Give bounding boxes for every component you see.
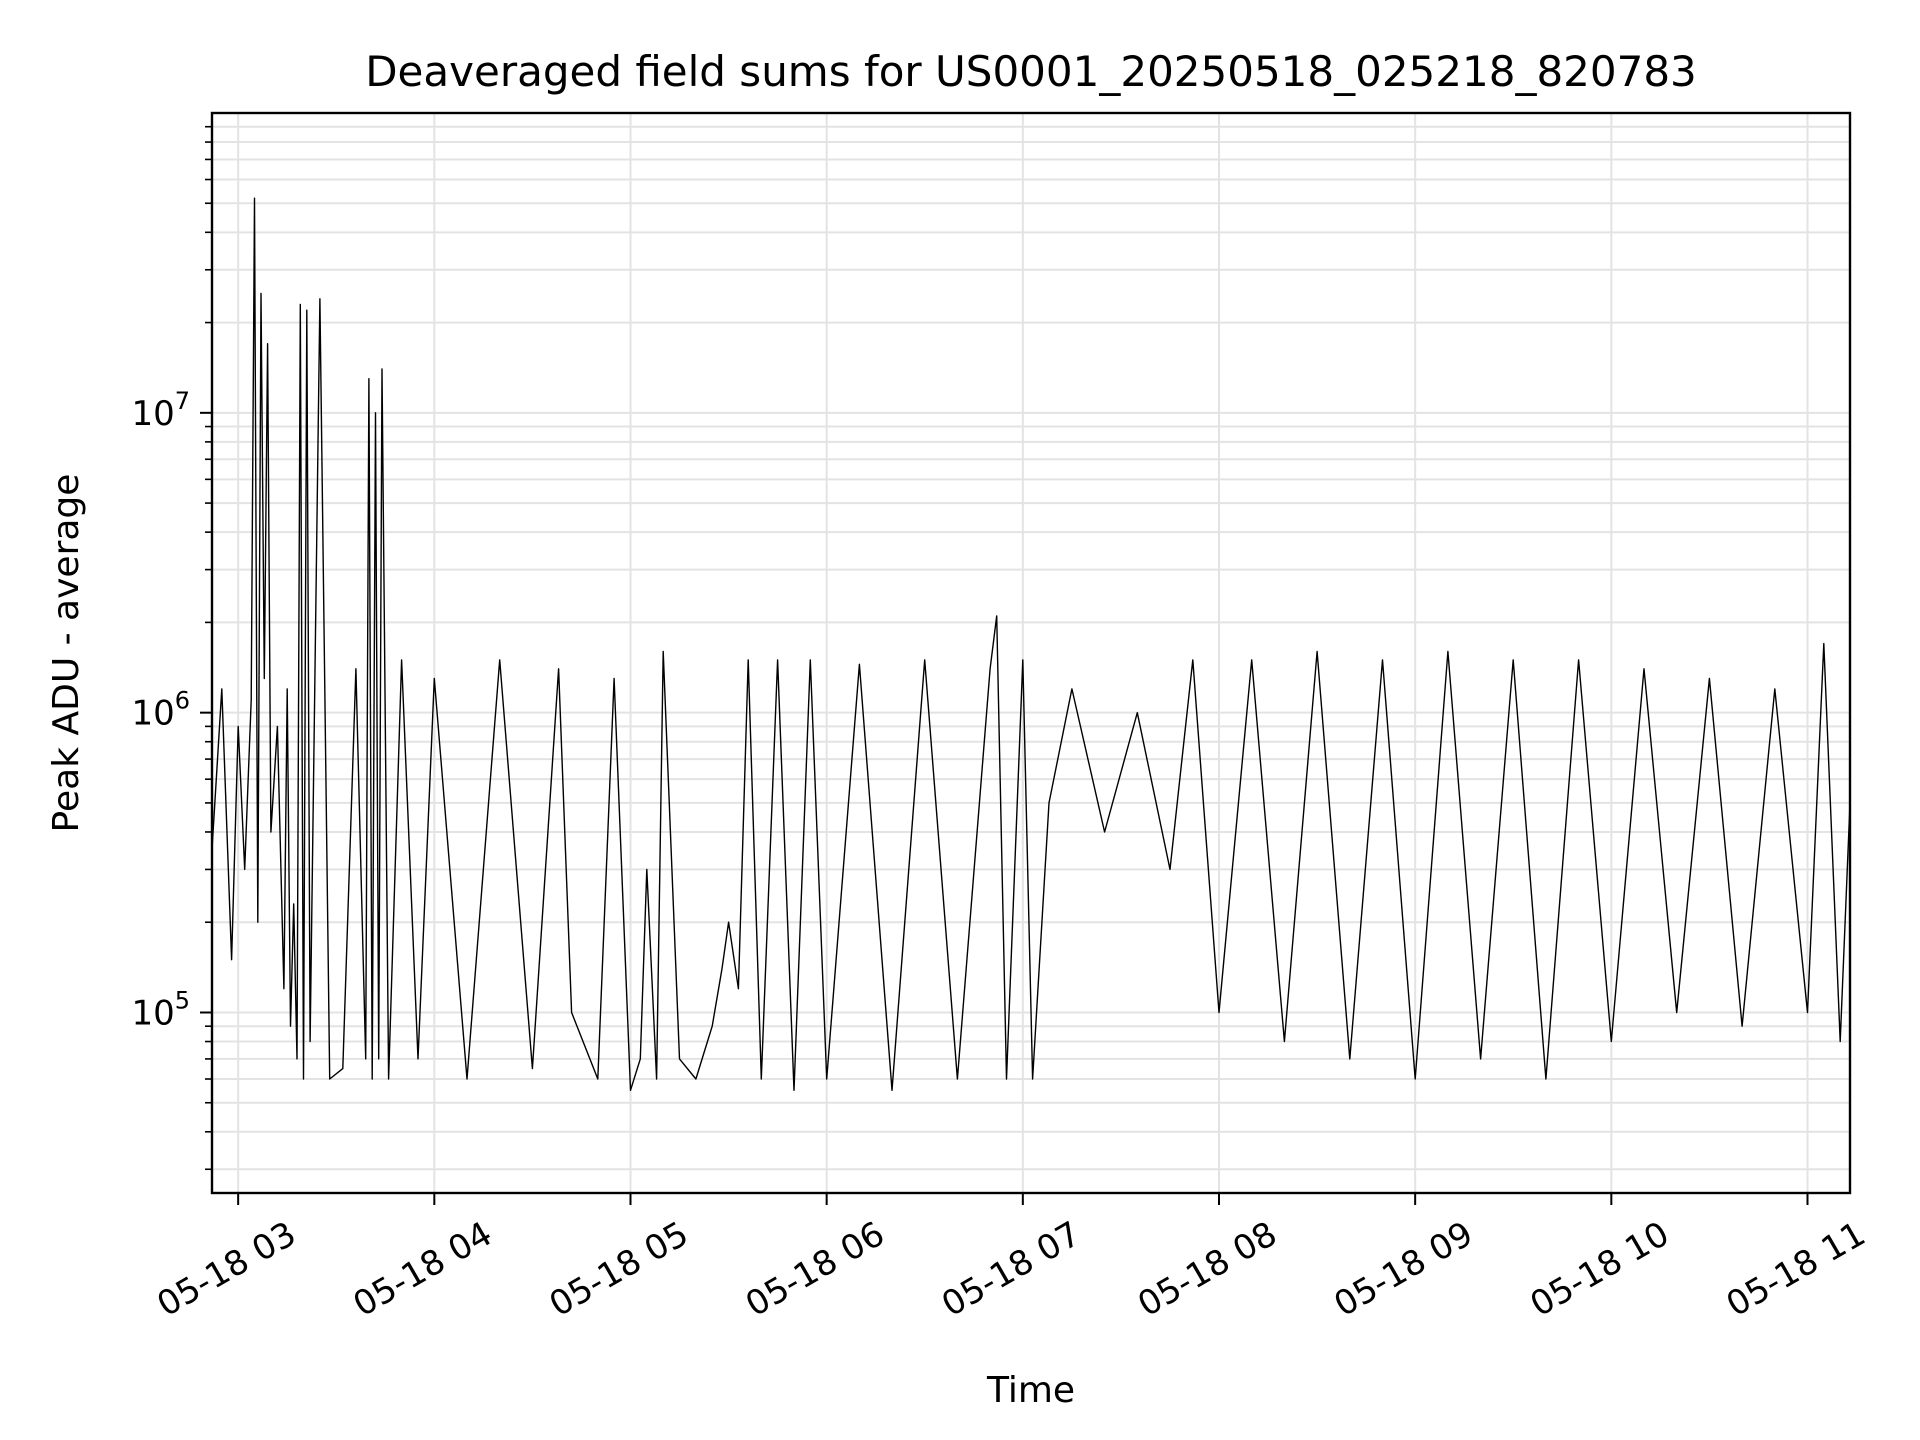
series-line (211, 197, 1851, 1092)
chart-title: Deaveraged field sums for US0001_2025051… (365, 47, 1697, 96)
x-axis-label: Time (986, 1370, 1075, 1411)
plot-frame (210, 111, 1852, 1195)
series-layer (211, 197, 1851, 1092)
y-axis-label: Peak ADU - average (46, 474, 87, 833)
